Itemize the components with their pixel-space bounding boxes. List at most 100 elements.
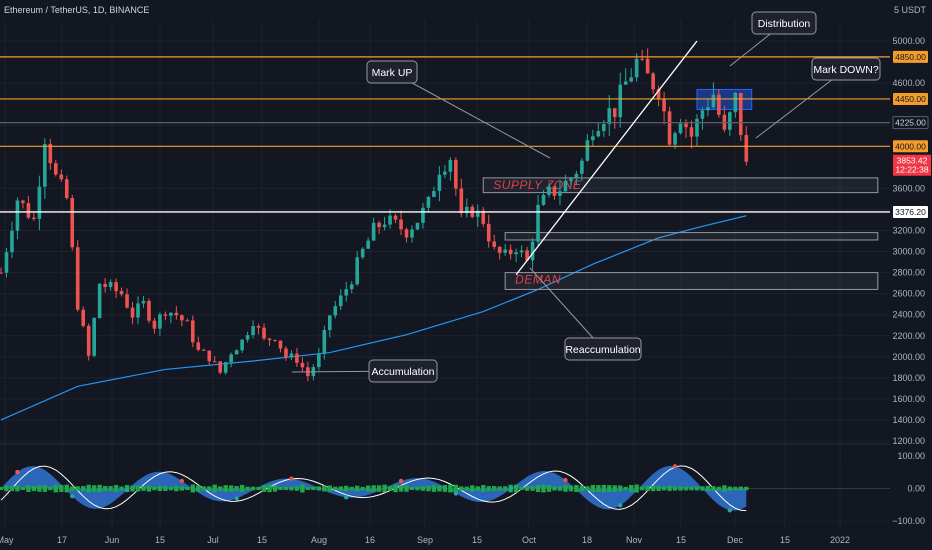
candle-body[interactable] xyxy=(344,289,349,296)
candle-body[interactable] xyxy=(4,252,9,273)
candle-body[interactable] xyxy=(284,348,288,358)
candle-body[interactable] xyxy=(569,178,573,181)
candle-body[interactable] xyxy=(667,111,672,145)
candle-body[interactable] xyxy=(393,215,398,220)
zone-box[interactable] xyxy=(504,272,879,290)
candle-body[interactable] xyxy=(43,143,47,187)
level-tag[interactable] xyxy=(893,205,928,218)
candle-body[interactable] xyxy=(136,303,140,318)
candle-body[interactable] xyxy=(289,353,294,358)
candle-body[interactable] xyxy=(174,312,179,316)
candle-body[interactable] xyxy=(273,339,277,341)
candle-body[interactable] xyxy=(645,58,650,74)
candle-body[interactable] xyxy=(591,136,595,141)
candle-body[interactable] xyxy=(366,240,370,249)
candle-body[interactable] xyxy=(317,353,321,368)
candle-body[interactable] xyxy=(700,110,705,119)
candle-body[interactable] xyxy=(119,291,124,295)
candle-body[interactable] xyxy=(519,250,524,253)
candle-body[interactable] xyxy=(158,314,162,329)
candle-body[interactable] xyxy=(130,307,135,318)
candle-body[interactable] xyxy=(421,207,425,223)
candle-body[interactable] xyxy=(191,320,195,343)
candle-body[interactable] xyxy=(229,354,233,363)
candle-body[interactable] xyxy=(437,174,442,192)
candle-body[interactable] xyxy=(295,353,299,363)
candle-body[interactable] xyxy=(552,186,557,196)
candle-body[interactable] xyxy=(262,327,266,339)
candle-body[interactable] xyxy=(15,200,20,231)
candle-body[interactable] xyxy=(574,173,579,179)
candle-body[interactable] xyxy=(508,249,513,255)
candle-body[interactable] xyxy=(360,248,365,258)
candle-body[interactable] xyxy=(97,283,102,319)
candle-body[interactable] xyxy=(371,222,376,241)
candle-body[interactable] xyxy=(684,123,688,128)
candle-body[interactable] xyxy=(180,315,184,321)
markup-trendline[interactable] xyxy=(515,40,698,276)
level-tag[interactable] xyxy=(893,140,928,153)
zone-box[interactable] xyxy=(504,232,879,241)
candle-body[interactable] xyxy=(673,133,677,145)
candle-body[interactable] xyxy=(695,118,699,137)
candle-body[interactable] xyxy=(744,135,749,162)
candle-body[interactable] xyxy=(10,230,14,253)
candle-body[interactable] xyxy=(251,326,255,336)
callout-box[interactable] xyxy=(366,60,418,84)
candle-body[interactable] xyxy=(415,222,420,230)
candle-body[interactable] xyxy=(70,198,75,248)
candle-body[interactable] xyxy=(207,350,212,362)
candle-body[interactable] xyxy=(48,143,53,164)
candle-body[interactable] xyxy=(607,108,612,125)
candle-body[interactable] xyxy=(728,112,732,130)
candle-body[interactable] xyxy=(218,361,222,373)
candle-body[interactable] xyxy=(733,92,738,113)
candle-body[interactable] xyxy=(432,191,436,197)
candle-body[interactable] xyxy=(223,362,228,373)
candle-body[interactable] xyxy=(492,241,496,247)
candle-body[interactable] xyxy=(503,249,507,253)
candle-body[interactable] xyxy=(596,131,601,137)
candle-body[interactable] xyxy=(355,257,359,285)
candle-body[interactable] xyxy=(59,174,64,180)
candle-body[interactable] xyxy=(623,81,628,85)
candles[interactable] xyxy=(0,48,749,382)
candle-body[interactable] xyxy=(388,215,392,225)
candle-body[interactable] xyxy=(678,123,683,134)
last-price-tag[interactable] xyxy=(893,154,931,176)
price-axis[interactable]: 1200.00 1400.00 1600.00 1800.00 2000.00 2200.… xyxy=(892,36,931,526)
candle-body[interactable] xyxy=(349,284,354,290)
candle-body[interactable] xyxy=(580,160,584,174)
candle-body[interactable] xyxy=(640,58,644,60)
candle-body[interactable] xyxy=(377,222,381,228)
candle-body[interactable] xyxy=(651,73,655,90)
callout-box[interactable] xyxy=(811,57,881,81)
candle-body[interactable] xyxy=(475,210,480,217)
candle-body[interactable] xyxy=(322,330,327,354)
candle-body[interactable] xyxy=(0,272,3,274)
candle-body[interactable] xyxy=(399,219,403,230)
candle-body[interactable] xyxy=(536,204,540,242)
candle-body[interactable] xyxy=(163,314,168,316)
level-tag[interactable] xyxy=(893,50,928,63)
candle-body[interactable] xyxy=(739,92,743,136)
candle-body[interactable] xyxy=(92,318,96,356)
candle-body[interactable] xyxy=(410,229,414,238)
candle-body[interactable] xyxy=(497,246,502,253)
candle-body[interactable] xyxy=(37,186,42,219)
candle-body[interactable] xyxy=(64,179,69,199)
callout-box[interactable] xyxy=(751,11,817,35)
candle-body[interactable] xyxy=(54,163,58,175)
candle-body[interactable] xyxy=(333,306,338,316)
markup-trendline-stroke[interactable] xyxy=(515,40,698,276)
candle-body[interactable] xyxy=(196,342,201,350)
candle-body[interactable] xyxy=(125,294,129,308)
candle-body[interactable] xyxy=(404,229,409,238)
candle-body[interactable] xyxy=(256,326,261,328)
candle-body[interactable] xyxy=(612,108,617,118)
candle-body[interactable] xyxy=(465,206,469,214)
candle-body[interactable] xyxy=(32,217,36,219)
candle-body[interactable] xyxy=(481,210,486,224)
candle-body[interactable] xyxy=(514,252,518,255)
candle-body[interactable] xyxy=(706,107,710,111)
